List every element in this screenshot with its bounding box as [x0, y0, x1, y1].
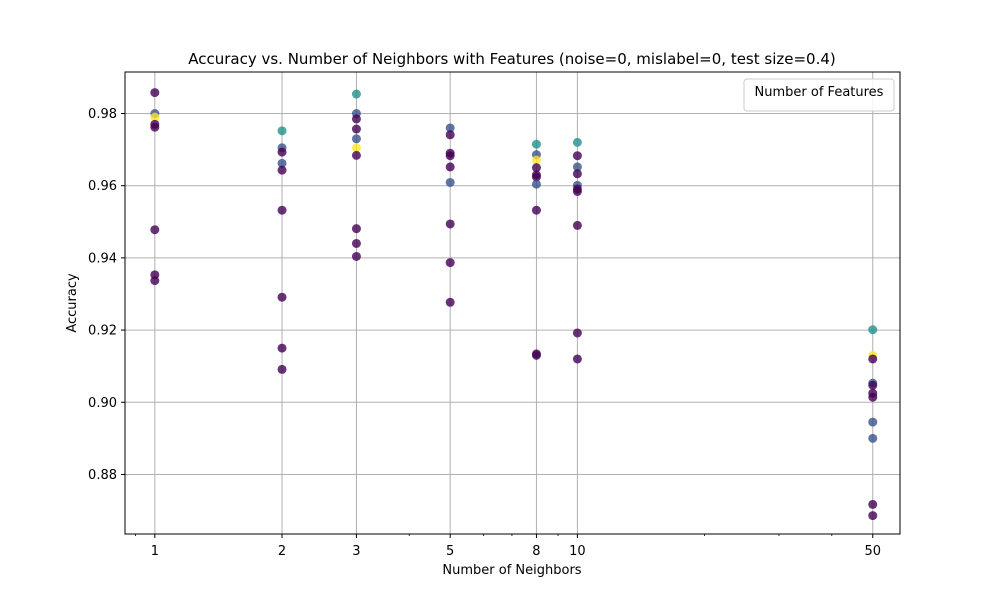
y-tick-label: 0.94	[88, 251, 117, 266]
data-point	[531, 139, 541, 149]
data-point	[150, 225, 160, 235]
data-point	[572, 162, 582, 172]
data-point	[277, 292, 287, 302]
data-point	[445, 219, 455, 229]
data-point	[531, 155, 541, 165]
data-points	[150, 88, 878, 521]
x-tick-label: 3	[352, 544, 360, 559]
data-point	[351, 238, 361, 248]
data-point	[531, 163, 541, 173]
x-tick-label: 1	[151, 544, 159, 559]
data-point	[351, 134, 361, 144]
data-point	[351, 143, 361, 153]
data-point	[150, 88, 160, 98]
data-point	[277, 147, 287, 157]
data-point	[868, 354, 878, 364]
data-point	[572, 328, 582, 338]
data-point	[351, 114, 361, 124]
x-tick-label: 5	[446, 544, 454, 559]
plot-frame	[124, 71, 901, 535]
x-tick-label: 8	[532, 544, 540, 559]
data-point	[445, 297, 455, 307]
data-point	[531, 350, 541, 360]
data-point	[445, 258, 455, 268]
axis-ticks: 1 2 3 5 8 10 50 0.88 0.90 0.92 0.94 0.96 0.98	[88, 107, 881, 559]
data-point	[572, 169, 582, 179]
legend-box	[743, 78, 895, 112]
data-point	[445, 151, 455, 161]
legend-title: Number of Features	[755, 85, 884, 100]
data-point	[572, 220, 582, 230]
data-point	[868, 325, 878, 335]
data-point	[868, 417, 878, 427]
data-point	[277, 343, 287, 353]
data-point	[351, 224, 361, 234]
data-point	[150, 112, 160, 122]
data-point	[277, 205, 287, 215]
data-point	[277, 165, 287, 175]
data-point	[572, 137, 582, 147]
data-point	[150, 276, 160, 286]
data-point	[445, 162, 455, 172]
y-tick-label: 0.92	[88, 324, 117, 339]
x-tick-label: 10	[569, 544, 586, 559]
data-point	[531, 179, 541, 189]
y-tick-label: 0.96	[88, 179, 117, 194]
y-axis-label: Accuracy	[65, 273, 80, 333]
data-point	[868, 499, 878, 509]
data-point	[150, 122, 160, 132]
legend: Number of Features	[743, 78, 895, 112]
data-point	[445, 123, 455, 133]
data-point	[277, 364, 287, 374]
data-point	[351, 251, 361, 261]
x-axis-label: Number of Neighbors	[442, 563, 581, 578]
x-tick-label: 2	[278, 544, 286, 559]
y-tick-label: 0.90	[88, 396, 117, 411]
data-point	[868, 392, 878, 402]
y-tick-label: 0.98	[88, 107, 117, 122]
data-point	[351, 150, 361, 160]
x-tick-label: 50	[864, 544, 881, 559]
data-point	[351, 124, 361, 134]
data-point	[445, 130, 455, 140]
data-point	[531, 172, 541, 182]
data-point	[445, 177, 455, 187]
data-point	[351, 89, 361, 99]
y-tick-label: 0.88	[88, 468, 117, 483]
data-point	[277, 126, 287, 136]
data-point	[572, 354, 582, 364]
data-point	[572, 186, 582, 196]
data-point	[868, 511, 878, 521]
data-point	[572, 151, 582, 161]
chart-title: Accuracy vs. Number of Neighbors with Fe…	[188, 50, 836, 68]
data-point	[531, 205, 541, 215]
data-point	[277, 158, 287, 168]
data-point	[868, 433, 878, 443]
data-point	[868, 380, 878, 390]
